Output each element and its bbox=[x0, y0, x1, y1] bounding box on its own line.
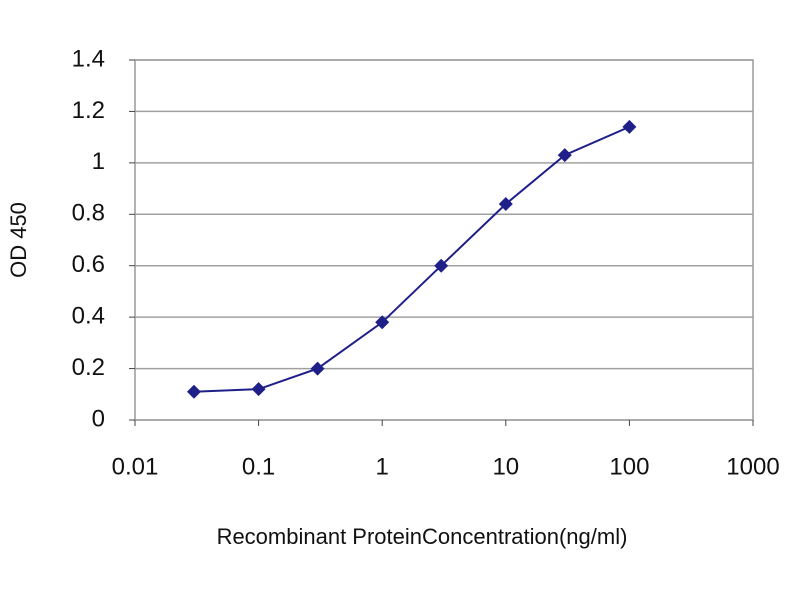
y-tick-label: 1 bbox=[92, 148, 105, 175]
y-axis-label: OD 450 bbox=[6, 202, 31, 278]
data-point bbox=[434, 258, 449, 273]
x-tick-label: 0.01 bbox=[112, 453, 159, 480]
data-point bbox=[375, 315, 390, 330]
y-tick-label: 0.6 bbox=[72, 251, 105, 278]
data-point bbox=[310, 361, 325, 376]
x-tick-label: 1 bbox=[376, 453, 389, 480]
data-point bbox=[186, 384, 201, 399]
x-tick-label: 10 bbox=[492, 453, 519, 480]
y-tick-label: 1.2 bbox=[72, 97, 105, 124]
y-tick-label: 0.8 bbox=[72, 200, 105, 227]
x-tick-label: 1000 bbox=[726, 453, 779, 480]
series-line bbox=[193, 125, 630, 393]
y-tick-label: 0.4 bbox=[72, 302, 105, 329]
plot-area bbox=[134, 59, 754, 421]
data-point bbox=[251, 382, 266, 397]
y-tick-label: 0.2 bbox=[72, 354, 105, 381]
x-axis-label: Recombinant ProteinConcentration(ng/ml) bbox=[217, 524, 628, 549]
data-point bbox=[557, 148, 572, 163]
data-point bbox=[622, 119, 637, 134]
x-tick-label: 100 bbox=[609, 453, 649, 480]
y-tick-label: 1.4 bbox=[72, 45, 105, 72]
x-tick-label: 0.1 bbox=[242, 453, 275, 480]
data-point bbox=[498, 197, 513, 211]
y-tick-label: 0 bbox=[92, 405, 105, 432]
